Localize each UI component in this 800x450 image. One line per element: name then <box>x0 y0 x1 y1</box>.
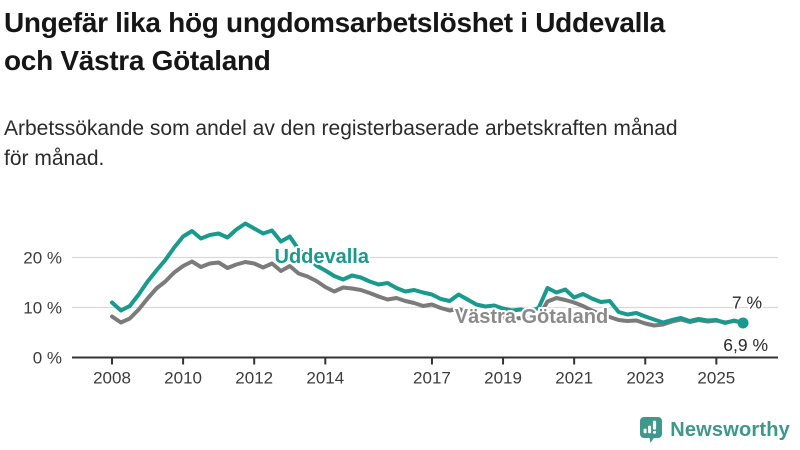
x-tick-label: 2014 <box>306 369 344 388</box>
x-tick-label: 2010 <box>164 369 202 388</box>
chart-subtitle-line1: Arbetssökande som andel av den registerb… <box>4 117 678 140</box>
chart-title: Ungefär lika hög ungdomsarbetslöshet i U… <box>4 4 796 80</box>
bar-small <box>643 428 647 434</box>
newsworthy-logo-icon <box>640 417 663 443</box>
series-label-uddevalla: Uddevalla <box>275 246 370 268</box>
exclamation-bar <box>653 420 657 430</box>
end-value-label: 6,9 % <box>723 335 768 355</box>
x-tick-label: 2012 <box>235 369 273 388</box>
chart-title-line1: Ungefär lika hög ungdomsarbetslöshet i U… <box>4 7 665 38</box>
chart-subtitle-line2: för månad. <box>4 147 105 170</box>
y-tick-label: 10 % <box>23 299 62 318</box>
x-tick-label: 2021 <box>555 369 593 388</box>
uddevalla-line <box>110 221 745 325</box>
y-tick-label: 20 % <box>23 249 62 268</box>
x-tick-label: 2017 <box>413 369 451 388</box>
bar-medium <box>648 425 652 434</box>
newsworthy-logo[interactable]: Newsworthy <box>639 416 790 444</box>
x-tick-label: 2008 <box>93 369 131 388</box>
brand-name: Newsworthy <box>670 418 790 441</box>
uddevalla-end-dot <box>737 317 749 329</box>
x-tick-label: 2025 <box>697 369 735 388</box>
end-value-label: 7 % <box>732 293 762 313</box>
vastra-gotaland-line <box>110 259 745 328</box>
x-tick-label: 2019 <box>484 369 522 388</box>
series-label-v-stra-g-taland: Västra Götaland <box>455 306 608 328</box>
y-tick-label: 0 % <box>33 349 62 368</box>
exclamation-dot <box>653 430 657 434</box>
chart-subtitle: Arbetssökande som andel av den registerb… <box>4 114 796 174</box>
chart-title-line2: och Västra Götaland <box>4 45 271 76</box>
x-tick-label: 2023 <box>626 369 664 388</box>
